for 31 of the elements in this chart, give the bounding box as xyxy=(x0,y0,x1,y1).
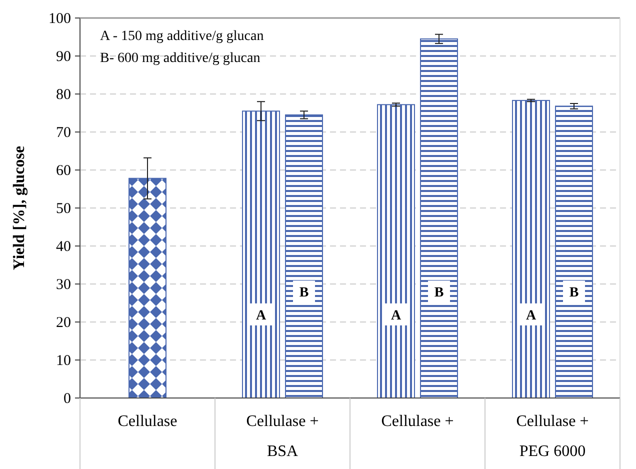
y-tick-label: 90 xyxy=(56,49,71,65)
annotation: A - 150 mg additive/g glucan xyxy=(100,29,264,44)
y-tick-label: 80 xyxy=(56,87,71,103)
y-tick-label: 50 xyxy=(56,201,71,217)
y-tick-label: 100 xyxy=(48,11,71,27)
bar xyxy=(128,178,166,398)
text: B xyxy=(434,286,444,301)
y-tick-label: 10 xyxy=(56,353,71,369)
y-tick-label: 70 xyxy=(56,125,71,141)
bar xyxy=(555,106,593,398)
x-tick-label: Cellulase + PEG 6000 xyxy=(516,413,589,460)
text: A xyxy=(390,308,402,324)
y-tick-label: 30 xyxy=(56,277,71,293)
y-tick-label: 20 xyxy=(56,315,71,331)
series-label: B xyxy=(299,286,309,301)
y-tick-label: 0 xyxy=(64,391,71,407)
text: B xyxy=(569,286,579,301)
bar xyxy=(420,38,458,398)
x-tick-label: Cellulase + xyxy=(381,413,454,430)
annotation: B- 600 mg additive/g glucan xyxy=(100,51,260,66)
bar xyxy=(377,104,415,398)
text: A xyxy=(256,308,266,324)
series-label: A xyxy=(526,308,537,324)
bar xyxy=(512,100,550,398)
bar xyxy=(242,110,280,398)
bar xyxy=(285,114,323,398)
x-tick-label: Cellulase + BSA xyxy=(246,413,319,460)
x-tick-label: Cellulase xyxy=(118,413,178,430)
y-axis-title: Yield [%], glucose xyxy=(11,146,28,270)
y-tick-label: 40 xyxy=(56,239,71,255)
y-tick-label: 60 xyxy=(56,163,71,179)
